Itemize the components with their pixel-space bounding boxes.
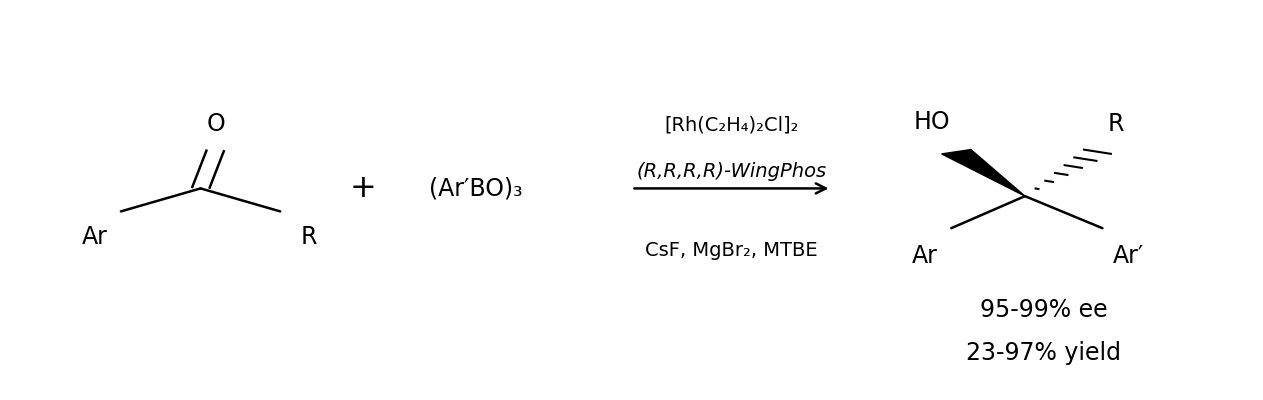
- FancyArrowPatch shape: [634, 184, 826, 194]
- Text: R: R: [1108, 112, 1124, 136]
- Text: (Ar′BO)₃: (Ar′BO)₃: [428, 176, 522, 200]
- Text: Ar′: Ar′: [1113, 244, 1144, 268]
- Text: [Rh(C₂H₄)₂Cl]₂: [Rh(C₂H₄)₂Cl]₂: [664, 115, 798, 134]
- Text: O: O: [206, 112, 225, 136]
- Text: 95-99% ee: 95-99% ee: [980, 298, 1108, 322]
- Text: (R,R,R,R)-WingPhos: (R,R,R,R)-WingPhos: [637, 162, 826, 181]
- Polygon shape: [942, 150, 1026, 196]
- Text: R: R: [301, 225, 317, 249]
- Text: HO: HO: [913, 110, 950, 134]
- Text: Ar: Ar: [81, 225, 107, 249]
- Text: CsF, MgBr₂, MTBE: CsF, MgBr₂, MTBE: [645, 240, 817, 260]
- Text: +: +: [350, 173, 376, 204]
- Text: Ar: Ar: [912, 244, 938, 268]
- Text: 23-97% yield: 23-97% yield: [966, 341, 1122, 365]
